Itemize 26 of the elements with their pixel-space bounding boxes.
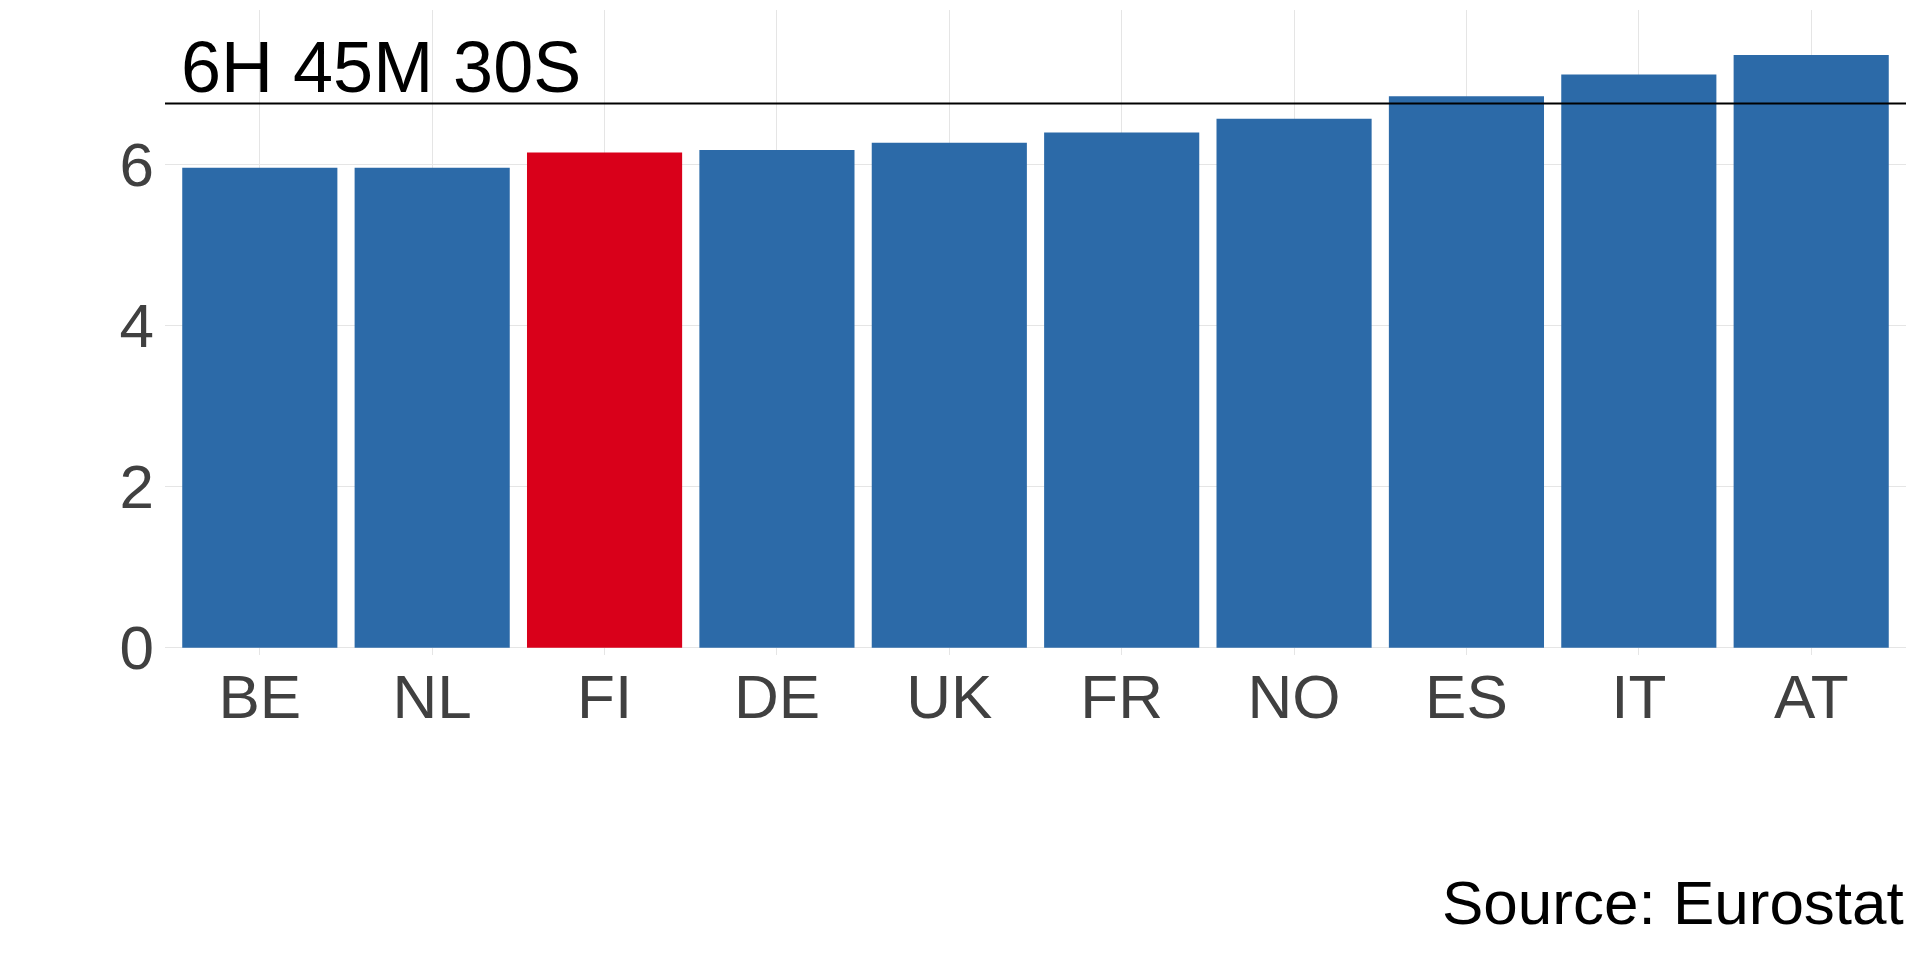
bar: [1388, 96, 1545, 648]
y-tick-label: 2: [119, 452, 154, 522]
x-tick-label: ES: [1425, 662, 1508, 731]
y-tick-label: 6: [119, 130, 154, 200]
y-tick-label: 4: [119, 291, 154, 361]
x-tick-label: AT: [1773, 662, 1849, 731]
bar: [526, 152, 683, 648]
bar: [1216, 118, 1372, 648]
x-tick-label: UK: [906, 662, 993, 731]
x-tick-label: IT: [1611, 662, 1667, 731]
x-tick-label: DE: [733, 662, 821, 731]
y-tick-label: 0: [119, 613, 154, 683]
x-tick-label: NO: [1247, 662, 1341, 731]
x-tick-label: BE: [218, 662, 302, 731]
bar: [871, 142, 1027, 648]
x-tick-label: FI: [577, 662, 633, 731]
bar: [1733, 55, 1889, 648]
bar: [1044, 132, 1200, 648]
bar: [182, 167, 338, 648]
x-tick-label: NL: [392, 662, 472, 731]
bar: [1561, 74, 1717, 648]
bar: [354, 167, 510, 648]
bar: [699, 150, 855, 648]
x-tick-label: FR: [1080, 662, 1164, 731]
source-note: Source: Eurostat: [1442, 868, 1904, 937]
ref-line-label: 6H 45M 30S: [181, 27, 582, 107]
